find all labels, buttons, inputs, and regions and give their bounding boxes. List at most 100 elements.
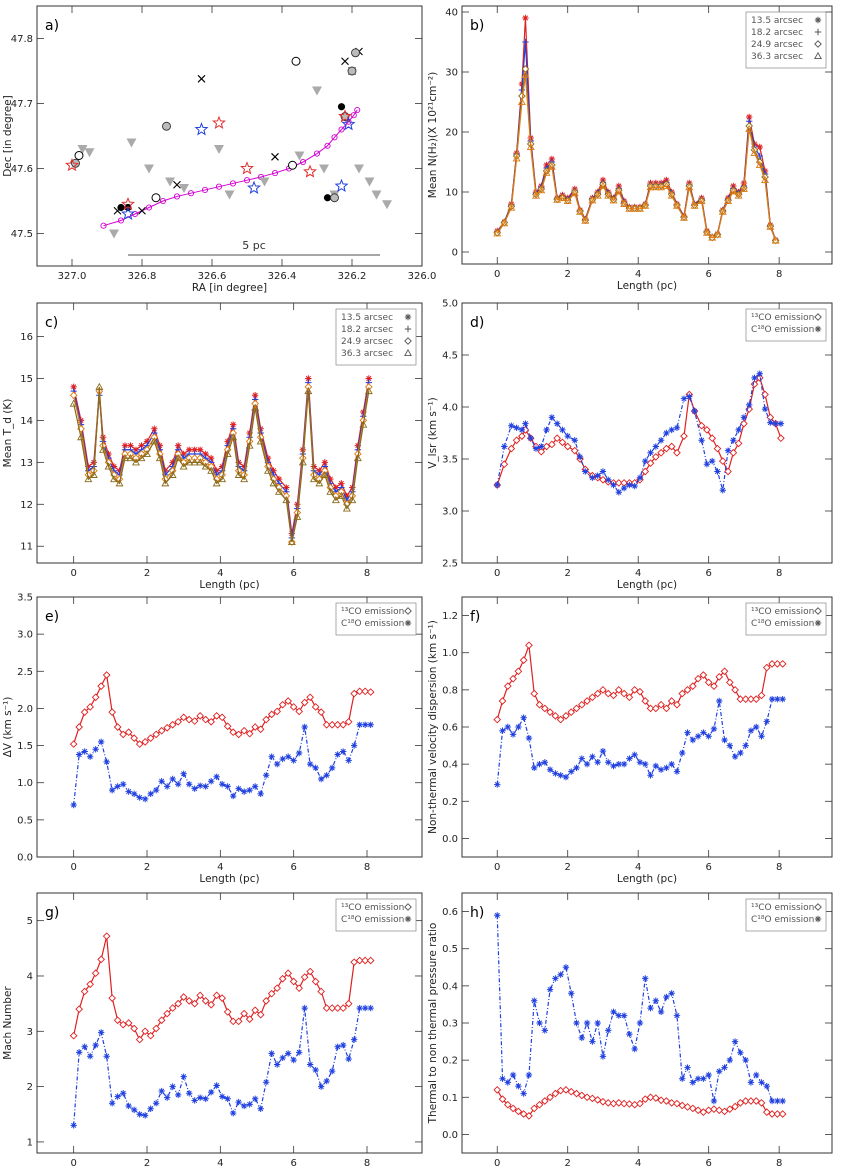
data-point [697, 421, 706, 430]
data-point [348, 495, 357, 504]
spine-point [331, 134, 338, 141]
data-point [663, 764, 670, 772]
data-point [240, 475, 249, 483]
y-tick-label: 2.5 [17, 667, 33, 678]
data-point [626, 1030, 633, 1038]
x-axis-label: Length (pc) [617, 579, 677, 591]
y-tick-label: 0.6 [442, 723, 458, 734]
data-point [240, 1009, 249, 1018]
data-point [589, 753, 596, 760]
data-point [143, 438, 151, 445]
data-point [731, 1102, 739, 1111]
data-point [630, 1100, 639, 1109]
legend-marker [404, 325, 412, 333]
data-point [190, 458, 199, 466]
legend-box [745, 308, 827, 342]
data-point [758, 1079, 765, 1086]
data-point [229, 421, 237, 428]
data-point [691, 407, 698, 415]
data-point [636, 1019, 644, 1027]
data-point [762, 1108, 771, 1116]
data-point [771, 236, 780, 244]
data-point [174, 781, 182, 788]
data-point [161, 479, 170, 487]
y-tick-label: 4 [27, 971, 33, 982]
data-point [185, 446, 193, 453]
data-point [509, 674, 517, 683]
data-point [742, 742, 749, 749]
data-point [110, 475, 118, 483]
data-point [598, 181, 607, 190]
data-point [163, 1009, 172, 1018]
data-point [224, 438, 231, 445]
data-point [262, 997, 271, 1005]
source-grey [351, 48, 360, 58]
data-point [620, 1099, 628, 1108]
spine-point [338, 126, 345, 133]
data-point [185, 997, 194, 1005]
data-point [667, 697, 676, 705]
y-tick-label: 5.0 [442, 299, 458, 310]
series-1 [69, 671, 375, 748]
data-point [583, 760, 591, 768]
data-point [614, 187, 623, 195]
x-tick-label: 2 [565, 1158, 571, 1169]
series-1 [70, 375, 373, 537]
series-4 [69, 382, 373, 546]
data-point [97, 738, 105, 746]
data-point [212, 991, 221, 1000]
series-line [73, 724, 371, 806]
data-point [667, 191, 676, 199]
map-series-star [65, 109, 352, 211]
data-point [642, 760, 649, 768]
data-point [350, 958, 359, 966]
data-point [610, 762, 617, 770]
legend: ¹³CO emission C¹⁸O emission [335, 602, 417, 636]
data-point [361, 956, 370, 965]
data-point [647, 772, 654, 779]
data-point [768, 695, 776, 703]
data-point [532, 191, 540, 199]
data-point [641, 1095, 650, 1103]
data-point [196, 1094, 204, 1101]
legend-marker [814, 40, 822, 48]
x-tick-label: 6 [290, 862, 296, 873]
data-point [641, 697, 650, 705]
data-point [716, 697, 723, 705]
series-line [73, 386, 370, 543]
data-point [201, 462, 210, 470]
source-circle [291, 56, 301, 66]
data-point [137, 454, 146, 462]
legend-marker [404, 915, 412, 923]
data-point [642, 975, 649, 982]
data-point [147, 790, 154, 798]
data-point [234, 730, 243, 739]
data-point [605, 476, 612, 483]
data-point [257, 1105, 264, 1112]
data-point [500, 219, 509, 227]
data-point [651, 453, 660, 461]
x-tick-label: 8 [364, 1158, 370, 1169]
data-point [537, 447, 546, 456]
data-point [207, 454, 215, 462]
data-point [301, 1004, 308, 1012]
data-point [499, 727, 506, 734]
data-point [135, 740, 144, 748]
legend-marker [814, 51, 822, 60]
y-tick-label: 40 [445, 8, 458, 19]
data-point [326, 487, 335, 495]
data-point [734, 439, 743, 448]
x-tick-label: 326.4 [268, 271, 297, 282]
data-point [132, 458, 140, 466]
legend-box [745, 11, 827, 69]
data-point [507, 203, 516, 211]
data-point [135, 1035, 144, 1044]
data-point [778, 660, 787, 668]
source-cross [173, 180, 181, 189]
data-point [503, 682, 512, 690]
legend-box [745, 602, 827, 636]
data-point [518, 426, 526, 434]
data-point [267, 710, 276, 719]
legend-label: 13.5 arcsec [751, 16, 803, 26]
data-point [630, 204, 639, 212]
